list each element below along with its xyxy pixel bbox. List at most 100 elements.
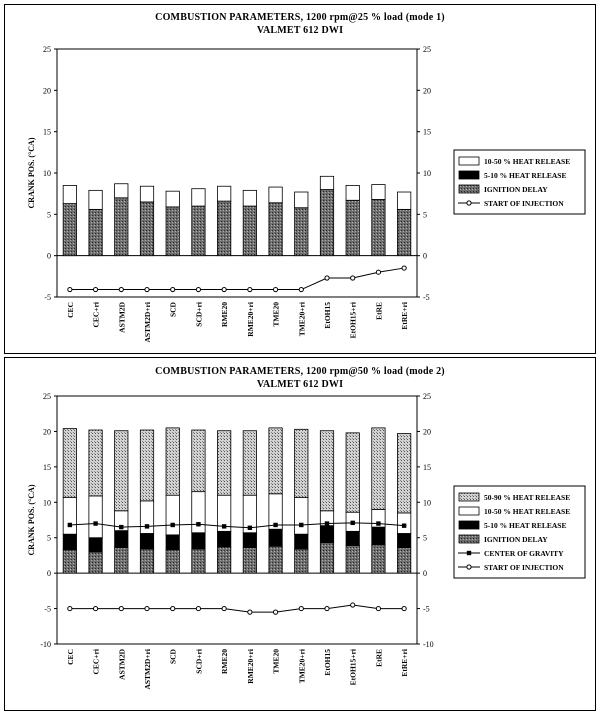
line-marker-circle <box>324 275 330 281</box>
legend-swatch <box>458 170 480 180</box>
line-marker-circle <box>324 605 330 612</box>
y-tick-label: 10 <box>43 169 51 178</box>
bar-segment <box>217 185 232 202</box>
y-tick-label-right: 25 <box>423 45 431 54</box>
x-tick-label: RME20+ri <box>246 649 255 684</box>
y-tick-label: 25 <box>43 392 51 401</box>
legend-label: 10-50 % HEAT RELEASE <box>484 507 570 516</box>
line-marker-square <box>196 522 201 527</box>
bar-segment <box>88 208 103 257</box>
bar-segment <box>139 548 155 574</box>
bar-segment <box>319 542 335 574</box>
y-tick-label-right: 0 <box>423 252 427 261</box>
bar-segment <box>371 184 386 200</box>
x-tick-label: EtRE <box>374 649 383 667</box>
x-tick-label: SCD <box>169 301 178 317</box>
bar-segment <box>268 186 283 204</box>
x-tick-label: RME20 <box>220 649 229 674</box>
line-marker-square <box>221 524 227 529</box>
x-tick-label: EtRE <box>374 302 383 320</box>
bar-segment <box>62 428 77 498</box>
line-marker-circle <box>195 605 202 612</box>
bar-segment <box>191 205 206 257</box>
bar-segment <box>268 202 283 257</box>
y-tick-label: 0 <box>47 569 51 578</box>
series-line <box>69 267 405 291</box>
bar-segment <box>217 546 232 574</box>
line-marker-circle <box>118 605 124 612</box>
legend-label: IGNITION DELAY <box>484 185 548 194</box>
bar-segment <box>88 537 103 553</box>
line-marker-circle <box>118 286 124 293</box>
x-tick-label: CEC <box>66 302 75 318</box>
bar-segment <box>114 547 129 574</box>
bar-segment <box>268 427 283 495</box>
line-marker-square <box>299 522 304 528</box>
y-tick-label: 5 <box>47 210 51 219</box>
bar-segment <box>319 430 335 512</box>
legend-label: 50-90 % HEAT RELEASE <box>484 493 570 502</box>
legend-swatch <box>458 492 480 502</box>
x-tick-label: TME20+ri <box>297 649 306 683</box>
bar-segment <box>114 197 129 257</box>
bar-segment <box>397 512 412 534</box>
bar-segment <box>88 495 103 539</box>
series-line <box>69 522 405 529</box>
bar-segment <box>62 184 77 204</box>
x-tick-label: EtOH15+ri <box>349 649 358 685</box>
y-tick-label-right: 15 <box>423 463 431 472</box>
bar-segment <box>191 532 206 550</box>
line-marker-square <box>93 521 98 526</box>
bar-segment <box>217 430 232 496</box>
legend-label: 5-10 % HEAT RELEASE <box>484 171 566 180</box>
line-marker-square <box>144 524 150 529</box>
line-marker-square <box>119 524 124 530</box>
line-marker-circle <box>221 605 227 612</box>
bar-segment <box>114 430 129 512</box>
x-tick-label: EtOH15 <box>323 302 332 329</box>
x-tick-label: RME20+ri <box>246 302 255 337</box>
chart-panel-mode-2: COMBUSTION PARAMETERS, 1200 rpm@50 % loa… <box>4 357 596 711</box>
bar-segment <box>242 532 257 549</box>
line-marker-circle <box>375 605 382 612</box>
bar-segment <box>139 201 155 257</box>
line-marker-circle <box>272 609 279 615</box>
y-tick-label: 15 <box>43 128 51 137</box>
bar-segment <box>397 191 412 210</box>
x-tick-label: EtRE+ri <box>400 302 409 330</box>
legend-swatch <box>458 534 480 544</box>
chart-panel-mode-1: COMBUSTION PARAMETERS, 1200 rpm@25 % loa… <box>4 4 596 354</box>
bar-segment <box>114 183 129 199</box>
bar-segment <box>62 496 77 535</box>
y-axis-label: CRANK POS. (°CA) <box>27 484 36 555</box>
x-tick-label: SCD+ri <box>194 302 203 327</box>
bar-segment <box>319 175 335 190</box>
bar-segment <box>345 184 360 201</box>
y-tick-label: 20 <box>43 86 51 95</box>
bar-segment <box>165 494 180 536</box>
bar-segment <box>191 188 206 207</box>
legend-marker-square <box>466 550 472 556</box>
y-tick-label: 25 <box>43 45 51 54</box>
line-marker-circle <box>195 286 202 293</box>
legend-label: CENTER OF GRAVITY <box>484 549 564 558</box>
chart-subtitle: VALMET 612 DWI <box>256 25 344 36</box>
bar-segment <box>319 525 335 544</box>
chart-subtitle: VALMET 612 DWI <box>256 379 344 390</box>
bar-segment <box>294 533 309 550</box>
line-marker-square <box>170 522 175 528</box>
y-tick-label: 20 <box>43 427 51 436</box>
line-marker-circle <box>298 605 304 612</box>
line-marker-circle <box>350 275 356 281</box>
bar-segment <box>345 199 360 257</box>
y-tick-label-right: 5 <box>423 534 427 543</box>
line-marker-square <box>324 521 330 526</box>
bar-segment <box>139 533 155 550</box>
bar-segment <box>294 207 309 257</box>
y-axis-label: CRANK POS. (°CA) <box>27 137 36 208</box>
bar-segment <box>371 544 386 574</box>
bar-segment <box>294 428 309 498</box>
line-marker-circle <box>67 605 73 612</box>
bar-segment <box>165 190 180 208</box>
bar-segment <box>62 549 77 574</box>
